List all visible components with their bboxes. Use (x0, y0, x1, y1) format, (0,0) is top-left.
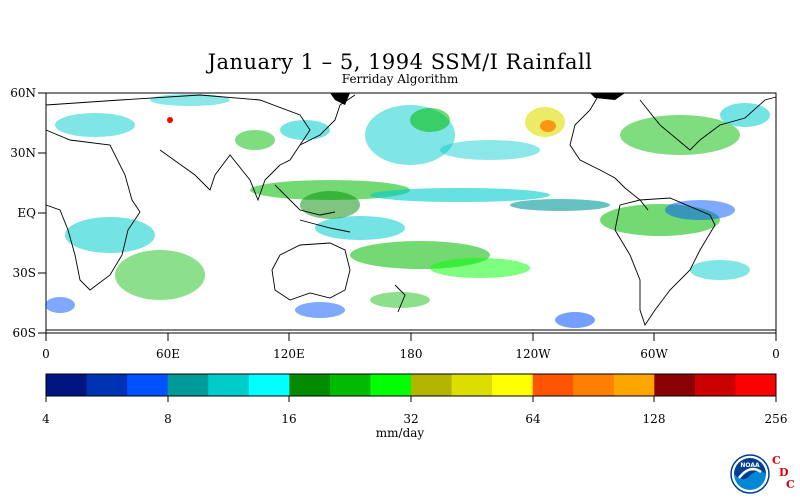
noaa-logo: NOAA (730, 454, 770, 494)
legend-tick-label: 128 (642, 412, 666, 426)
legend-units: mm/day (375, 426, 425, 440)
axis-ticks (38, 92, 777, 341)
legend-color-swatch (208, 374, 250, 396)
legend-color-swatch (329, 374, 371, 396)
legend-color-swatch (532, 374, 574, 396)
map-title: January 1 – 5, 1994 SSM/I Rainfall (207, 50, 593, 74)
legend-tick-label: 4 (42, 412, 50, 426)
legend-color-swatch (694, 374, 736, 396)
legend-color-swatch (492, 374, 534, 396)
legend-color-swatch (654, 374, 696, 396)
lon-label-120w: 120W (515, 347, 551, 361)
legend-color-swatch (451, 374, 493, 396)
rainfall-layer (45, 94, 770, 328)
legend-color-swatch (735, 374, 777, 396)
lon-label-180: 180 (400, 347, 423, 361)
lat-label-eq: EQ (17, 206, 36, 220)
legend-tick-label: 8 (164, 412, 172, 426)
lon-label-60w: 60W (640, 347, 668, 361)
map-subtitle: Ferriday Algorithm (341, 72, 459, 86)
lon-label-0: 0 (42, 347, 50, 361)
legend-color-swatch (411, 374, 453, 396)
lat-label-60n: 60N (10, 86, 36, 100)
legend-color-swatch (86, 374, 128, 396)
legend-color-swatch (370, 374, 412, 396)
cdc-logo: C D C (772, 454, 795, 491)
color-legend-bar (46, 374, 777, 396)
legend-color-swatch (573, 374, 615, 396)
lat-label-60s: 60S (13, 326, 37, 340)
lon-label-120e: 120E (273, 347, 305, 361)
lat-label-30n: 30N (10, 146, 36, 160)
coastlines (45, 92, 777, 331)
legend-color-swatch (289, 374, 331, 396)
legend-tick-label: 64 (525, 412, 541, 426)
legend-color-swatch (248, 374, 290, 396)
legend-ticks (45, 396, 777, 402)
lon-label-0-east: 0 (772, 347, 780, 361)
legend-color-swatch (167, 374, 209, 396)
legend-color-swatch (127, 374, 169, 396)
lat-label-30s: 30S (13, 266, 37, 280)
legend-tick-label: 32 (403, 412, 419, 426)
legend-tick-label: 256 (764, 412, 788, 426)
lon-label-60e: 60E (156, 347, 180, 361)
legend-color-swatch (46, 374, 88, 396)
svg-text:NOAA: NOAA (740, 462, 760, 469)
legend-tick-label: 16 (281, 412, 297, 426)
legend-color-swatch (613, 374, 655, 396)
